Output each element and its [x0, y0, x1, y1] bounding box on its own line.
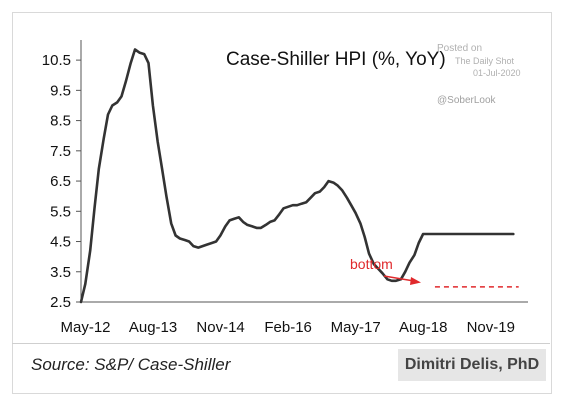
x-tick-label: Aug-18: [399, 319, 447, 336]
x-tick-label: Feb-16: [264, 319, 312, 336]
chart-title: Case-Shiller HPI (%, YoY): [226, 49, 446, 70]
watermark-daily-shot: The Daily Shot: [455, 56, 515, 66]
series-line: [79, 48, 515, 304]
y-tick-label: 4.5: [50, 234, 71, 251]
bottom-arrow-head: [410, 277, 421, 285]
watermark-posted: Posted on The Daily Shot 01-Jul-2020: [437, 43, 557, 79]
x-tick-label: May-12: [60, 319, 110, 336]
axes: [80, 40, 528, 303]
y-tick-labels: 10.5 9.5 8.5 7.5 6.5 5.5 4.5 3.5 2.5: [42, 52, 81, 311]
x-tick-label: May-17: [331, 319, 381, 336]
y-tick-label: 10.5: [42, 52, 71, 69]
footer-divider: [12, 343, 550, 344]
y-tick-label: 2.5: [50, 294, 71, 311]
author-badge: Dimitri Delis, PhD: [398, 349, 546, 381]
chart-frame: [12, 12, 552, 394]
x-tick-label: Nov-14: [196, 319, 244, 336]
watermark-handle: @SoberLook: [437, 95, 496, 106]
bottom-annotation-label: bottom: [350, 256, 393, 272]
x-tick-label: Nov-19: [467, 319, 515, 336]
x-tick-label: Aug-13: [129, 319, 177, 336]
series-layer: [79, 48, 515, 304]
y-tick-label: 8.5: [50, 113, 71, 130]
bottom-arrow-shaft: [383, 275, 415, 282]
x-tick-labels: May-12 Aug-13 Nov-14 Feb-16 May-17 Aug-18 Nov-…: [60, 319, 514, 336]
y-tick-label: 9.5: [50, 82, 71, 99]
watermark-date: 01-Jul-2020: [473, 68, 521, 78]
source-note: Source: S&P/ Case-Shiller: [31, 355, 231, 374]
y-tick-label: 7.5: [50, 143, 71, 160]
y-tick-label: 3.5: [50, 264, 71, 281]
watermark-posted-on: Posted on: [437, 43, 483, 54]
y-tick-label: 5.5: [50, 203, 71, 220]
y-tick-label: 6.5: [50, 173, 71, 190]
annotation-layer: [383, 275, 519, 288]
